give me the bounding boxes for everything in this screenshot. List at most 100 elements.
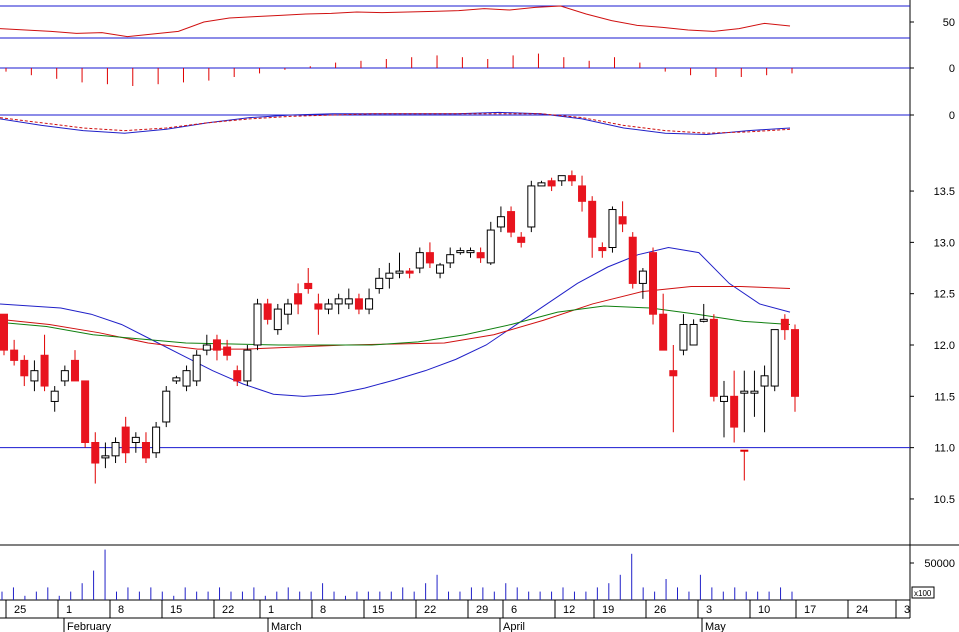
candle-body	[496, 216, 505, 228]
date-label: 26	[654, 604, 666, 616]
candle-body	[233, 370, 242, 382]
candle-body	[162, 390, 171, 423]
date-label: 22	[424, 604, 436, 616]
rsi-panel	[0, 5, 791, 38]
candle-body	[618, 216, 627, 225]
candle-body	[273, 308, 282, 331]
candle-body	[679, 323, 688, 351]
candle-body	[446, 254, 455, 264]
price-tick-label: 13.0	[934, 237, 955, 249]
date-label: 25	[14, 604, 26, 616]
moving-average-blue	[0, 246, 791, 397]
candle-body	[324, 303, 333, 310]
candle-body	[152, 426, 161, 454]
candle-body	[182, 370, 191, 387]
candle-body	[101, 455, 110, 459]
macd-line	[0, 111, 791, 136]
candle-body	[699, 318, 708, 322]
date-label: 6	[511, 604, 517, 616]
candle-body	[740, 390, 749, 394]
candle-body	[649, 252, 658, 315]
date-label: 22	[222, 604, 234, 616]
moving-average-red	[0, 286, 791, 350]
multiplier-box	[911, 586, 935, 599]
candle-body	[60, 370, 69, 382]
price-panel	[0, 170, 910, 484]
y-axis-labels: 50 0 0 10.5 11.0 11.5 12.0 12.5 13.0 13.5 50000 x10…	[910, 17, 955, 599]
candle-body	[0, 313, 8, 351]
candle-body	[294, 293, 303, 305]
macd-panel	[0, 111, 791, 136]
candle-body	[507, 211, 516, 233]
price-tick-label: 12.0	[934, 340, 955, 352]
candle-body	[111, 442, 120, 457]
price-tick-label: 11.5	[934, 391, 955, 403]
candle-body	[405, 270, 414, 274]
candle-body	[314, 303, 323, 310]
candle-body	[283, 303, 292, 315]
candle-body	[567, 175, 576, 182]
moving-average-green	[0, 305, 791, 346]
date-label: 8	[320, 604, 326, 616]
candle-body	[669, 370, 678, 377]
candle-body	[40, 354, 49, 387]
candle-body	[344, 298, 353, 305]
date-label: 1	[66, 604, 72, 616]
x-axis-labels: 25 1 8 15 22 1 8 15 22 29 6 12 19 26 3 10 17 24 3 February M…	[5, 600, 910, 632]
volume-multiplier-label: x100	[914, 589, 932, 598]
candle-body	[709, 318, 718, 397]
candle-body	[172, 377, 181, 382]
candle-body	[537, 182, 546, 187]
rsi-tick-label: 50	[943, 17, 955, 29]
candle-body	[10, 349, 19, 361]
candle-body	[243, 349, 252, 382]
date-label: 3	[904, 604, 910, 616]
date-label: 15	[170, 604, 182, 616]
candle-body	[365, 298, 374, 310]
candle-body	[304, 282, 313, 290]
date-label: 29	[476, 604, 488, 616]
candle-body	[791, 329, 799, 397]
panel-frames	[0, 0, 959, 619]
candle-body	[750, 390, 759, 394]
candle-body	[121, 426, 130, 454]
candle-body	[30, 370, 39, 382]
candle-body	[476, 252, 485, 259]
candle-body	[578, 185, 587, 202]
price-tick-label: 13.5	[934, 186, 955, 198]
candle-body	[517, 236, 526, 243]
candle-body	[81, 380, 90, 443]
candle-body	[456, 250, 465, 254]
candle-body	[527, 185, 536, 228]
candle-body	[486, 229, 495, 264]
candle-body	[588, 200, 597, 238]
candle-body	[202, 344, 211, 351]
candle-body	[638, 270, 647, 284]
month-label: May	[705, 621, 726, 632]
candle-body	[385, 272, 394, 279]
volume-panel	[1, 549, 793, 600]
price-tick-label: 10.5	[934, 494, 955, 506]
candle-body	[557, 175, 566, 182]
candle-body	[598, 247, 607, 252]
candle-body	[608, 209, 617, 249]
candle-body	[436, 264, 445, 274]
candle-body	[628, 236, 637, 284]
volume-tick-label: 50000	[924, 558, 955, 570]
price-tick-label: 12.5	[934, 289, 955, 301]
candle-body	[780, 318, 789, 331]
macd-tick-label: 0	[949, 110, 955, 122]
date-label: 12	[563, 604, 575, 616]
month-label: March	[271, 621, 302, 632]
date-label: 24	[856, 604, 868, 616]
candle-body	[70, 359, 79, 382]
histogram-tick-label: 0	[949, 63, 955, 75]
candle-body	[141, 442, 150, 459]
rsi-line	[0, 5, 791, 38]
candle-body	[395, 270, 404, 274]
candle-body	[547, 180, 556, 187]
candle-body	[659, 313, 668, 351]
signal-line	[0, 113, 791, 134]
month-label: April	[503, 621, 525, 632]
